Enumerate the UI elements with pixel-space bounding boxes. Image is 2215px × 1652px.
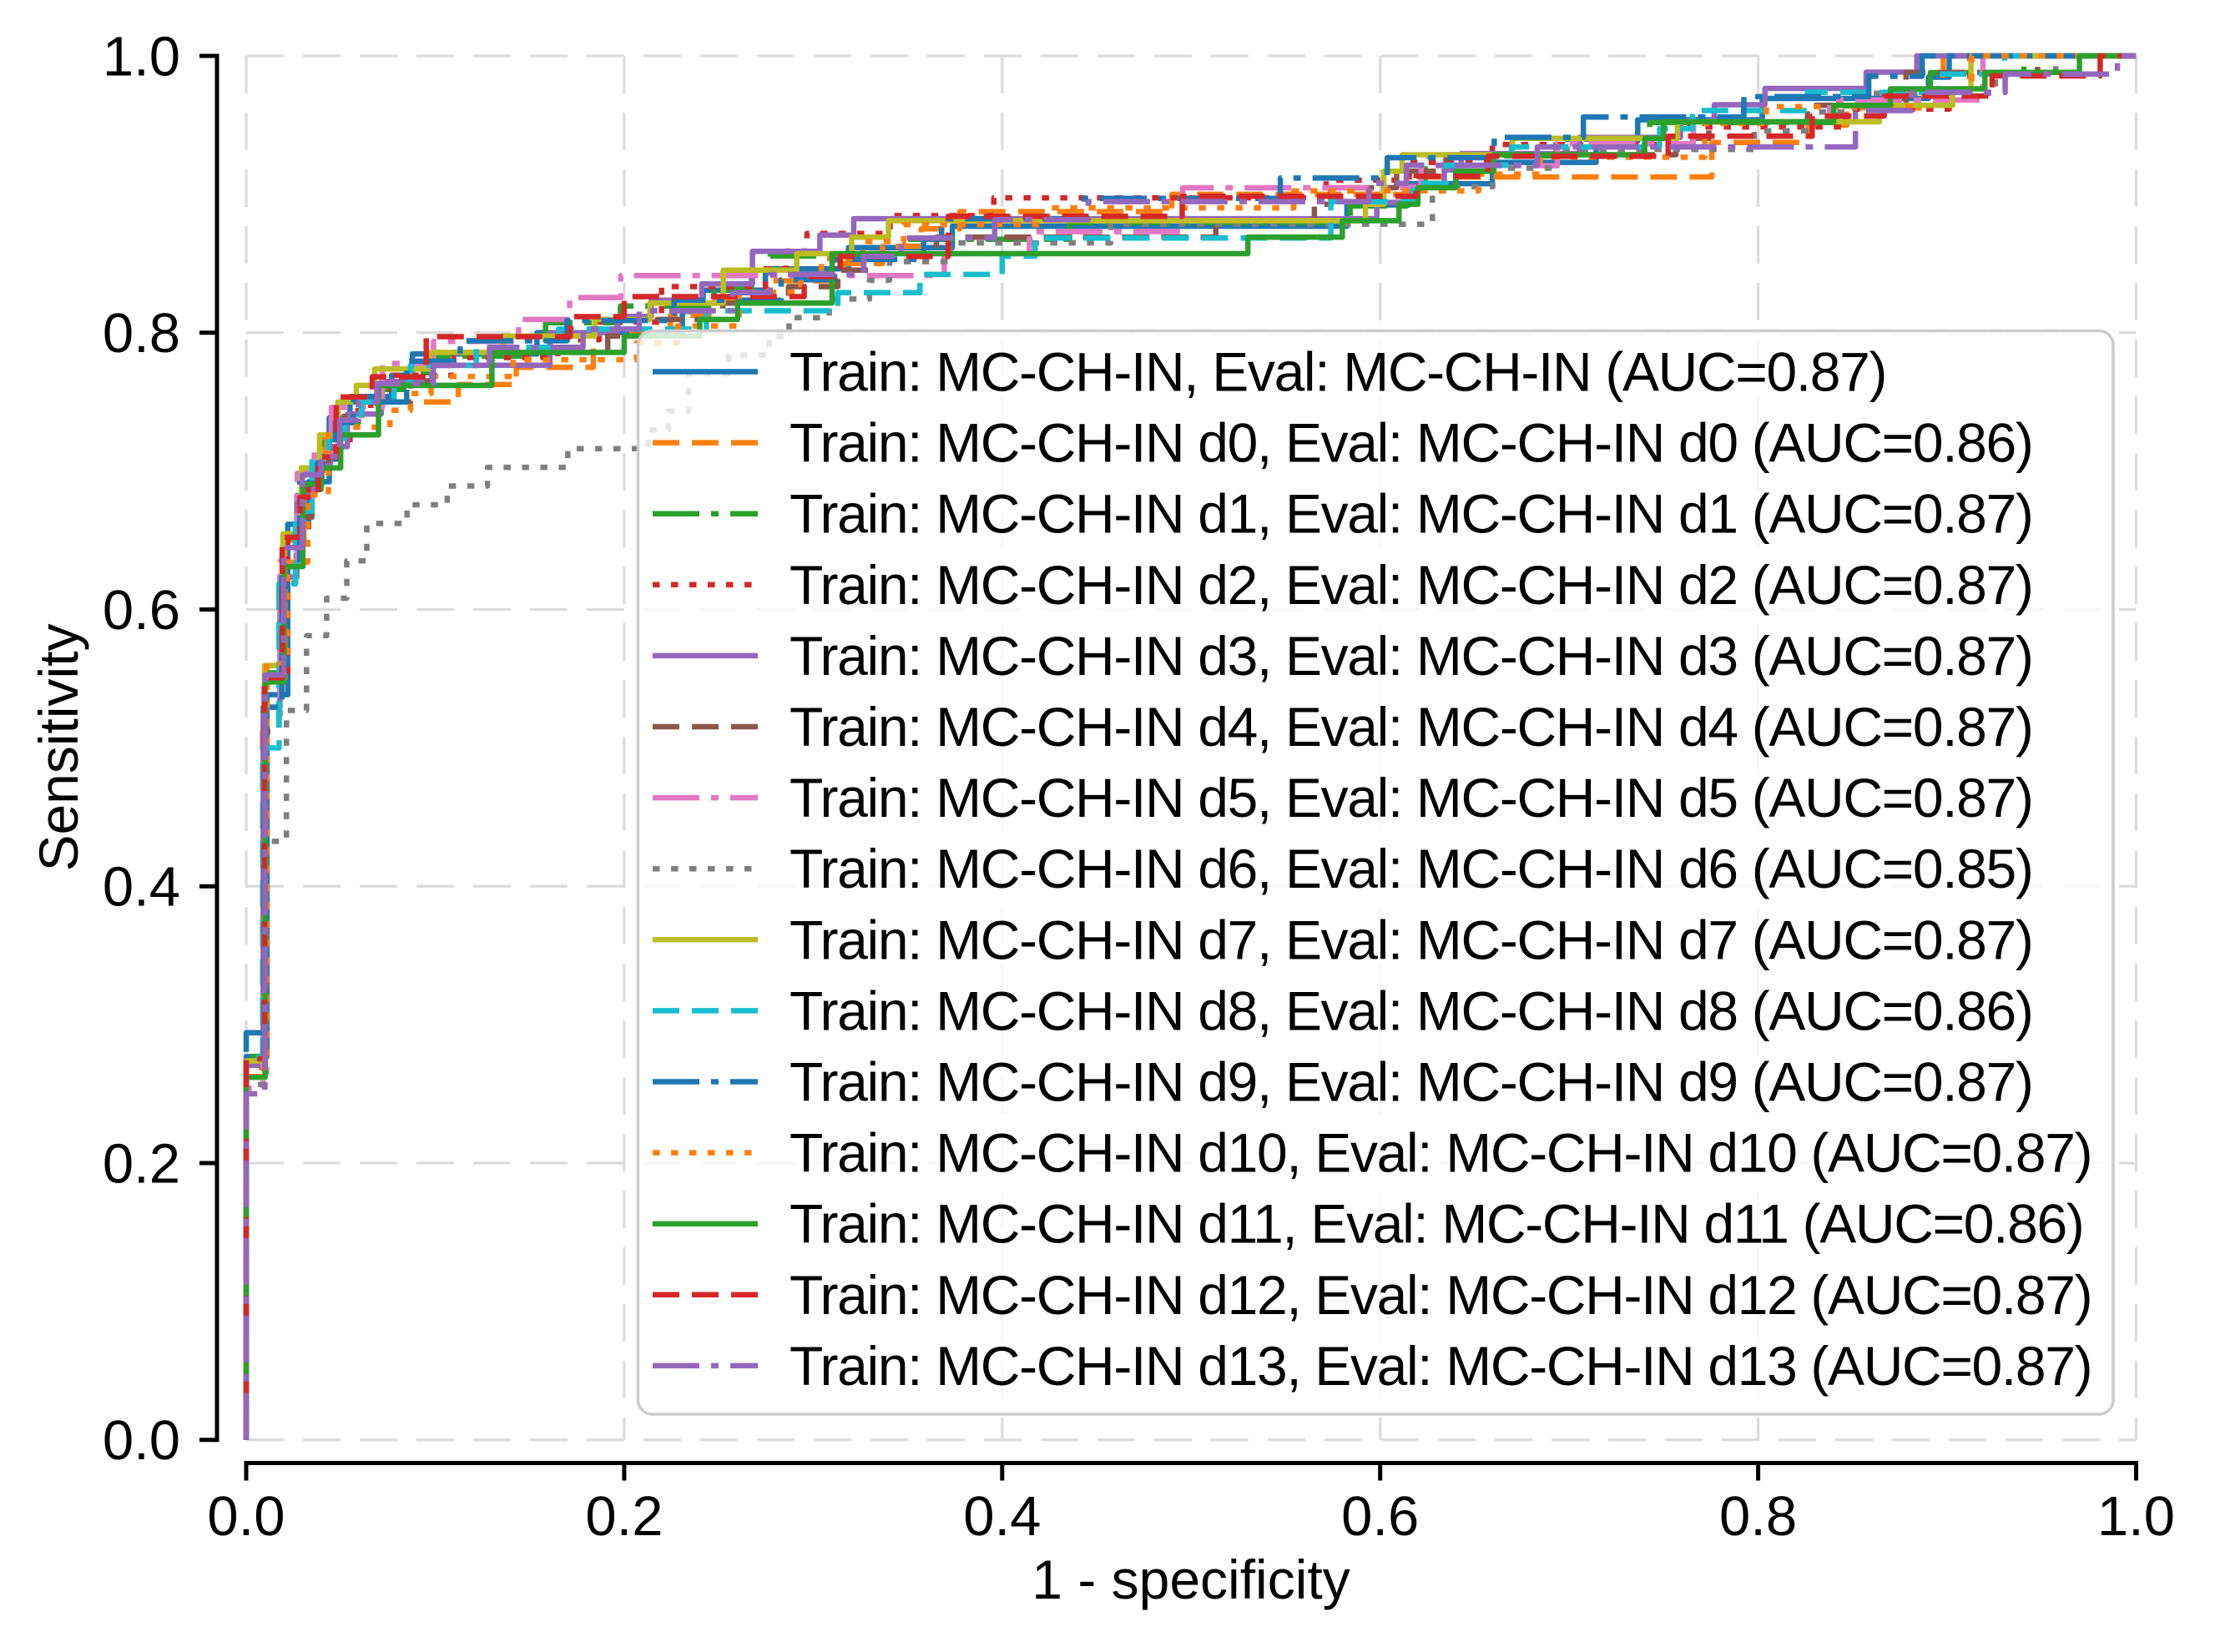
svg-text:Train: MC-CH-IN d4, Eval: MC-C: Train: MC-CH-IN d4, Eval: MC-CH-IN d4 (A… (790, 696, 2033, 758)
svg-text:Train: MC-CH-IN d3, Eval: MC-C: Train: MC-CH-IN d3, Eval: MC-CH-IN d3 (A… (790, 625, 2033, 687)
svg-text:Train: MC-CH-IN d5, Eval: MC-C: Train: MC-CH-IN d5, Eval: MC-CH-IN d5 (A… (790, 767, 2033, 829)
svg-text:Train: MC-CH-IN d1, Eval: MC-C: Train: MC-CH-IN d1, Eval: MC-CH-IN d1 (A… (790, 483, 2033, 545)
svg-text:Train: MC-CH-IN d2, Eval: MC-C: Train: MC-CH-IN d2, Eval: MC-CH-IN d2 (A… (790, 554, 2033, 616)
svg-text:0.8: 0.8 (1719, 1485, 1797, 1548)
svg-text:Train: MC-CH-IN d0, Eval: MC-C: Train: MC-CH-IN d0, Eval: MC-CH-IN d0 (A… (790, 412, 2033, 474)
svg-text:1.0: 1.0 (103, 26, 180, 88)
svg-text:Train: MC-CH-IN d10, Eval: MC-: Train: MC-CH-IN d10, Eval: MC-CH-IN d10 … (790, 1122, 2091, 1184)
svg-text:Train: MC-CH-IN d6, Eval: MC-C: Train: MC-CH-IN d6, Eval: MC-CH-IN d6 (A… (790, 838, 2033, 899)
svg-text:Train: MC-CH-IN d7, Eval: MC-C: Train: MC-CH-IN d7, Eval: MC-CH-IN d7 (A… (790, 909, 2033, 970)
svg-text:Train: MC-CH-IN, Eval: MC-CH-I: Train: MC-CH-IN, Eval: MC-CH-IN (AUC=0.8… (790, 341, 1886, 403)
svg-text:0.4: 0.4 (103, 856, 180, 919)
svg-text:0.4: 0.4 (963, 1485, 1041, 1548)
svg-text:0.2: 0.2 (585, 1485, 663, 1548)
svg-text:0.6: 0.6 (1341, 1485, 1419, 1548)
svg-text:0.2: 0.2 (103, 1133, 180, 1196)
svg-text:Train: MC-CH-IN d13, Eval: MC-: Train: MC-CH-IN d13, Eval: MC-CH-IN d13 … (790, 1335, 2091, 1397)
svg-text:0.6: 0.6 (103, 579, 180, 642)
svg-text:0.8: 0.8 (103, 302, 180, 365)
svg-text:0.0: 0.0 (103, 1409, 180, 1472)
svg-text:Train: MC-CH-IN d9, Eval: MC-C: Train: MC-CH-IN d9, Eval: MC-CH-IN d9 (A… (790, 1051, 2033, 1113)
svg-text:Train: MC-CH-IN d8, Eval: MC-C: Train: MC-CH-IN d8, Eval: MC-CH-IN d8 (A… (790, 980, 2033, 1041)
svg-text:Sensitivity: Sensitivity (28, 623, 89, 871)
svg-text:0.0: 0.0 (207, 1485, 285, 1548)
svg-text:Train: MC-CH-IN d12, Eval: MC-: Train: MC-CH-IN d12, Eval: MC-CH-IN d12 … (790, 1264, 2091, 1326)
svg-text:1 - specificity: 1 - specificity (1032, 1549, 1350, 1610)
svg-text:Train: MC-CH-IN d11, Eval: MC-: Train: MC-CH-IN d11, Eval: MC-CH-IN d11 … (790, 1193, 2083, 1255)
svg-text:1.0: 1.0 (2097, 1485, 2175, 1548)
